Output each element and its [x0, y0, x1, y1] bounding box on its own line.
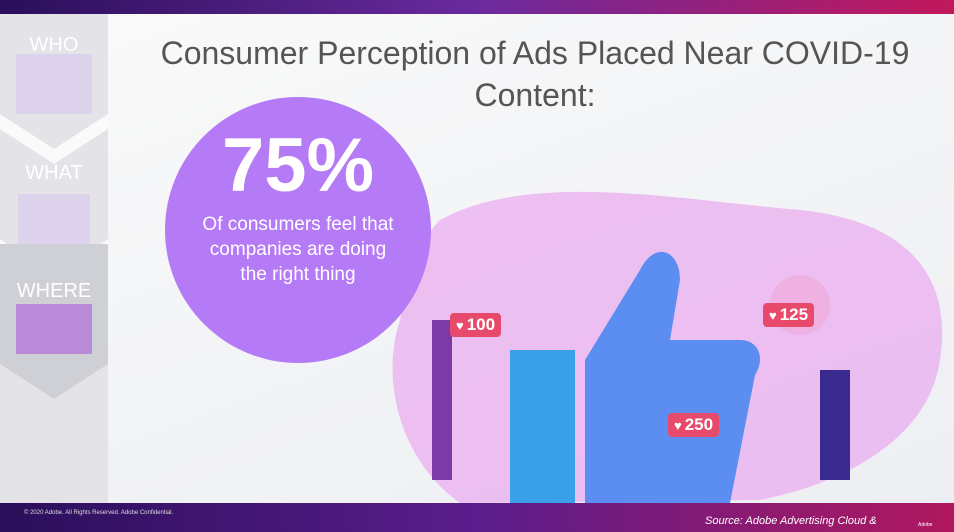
- source: Source: Adobe Advertising Cloud &: [705, 515, 877, 527]
- nav-item[interactable]: WHO: [29, 34, 79, 56]
- like-badge: 250: [668, 413, 720, 437]
- bottom-bar: [0, 503, 954, 532]
- logo: Adobe: [918, 522, 933, 528]
- sidebar: [0, 14, 108, 503]
- stat-circle: [165, 97, 431, 363]
- title: Consumer Perception of Ads Placed Near C…: [160, 35, 910, 113]
- chevrons: [0, 54, 108, 399]
- stat-value: 75%: [221, 123, 375, 208]
- nav-item[interactable]: WHAT: [25, 162, 83, 184]
- nav-item[interactable]: WHERE: [16, 280, 92, 302]
- illustration: [392, 191, 943, 503]
- footer: © 2020 Adobe. All Rights Reserved. Adobe…: [24, 510, 174, 516]
- top-bar: [0, 0, 954, 14]
- like-badge: 125: [763, 303, 815, 327]
- like-badge: 100: [450, 313, 502, 337]
- stat-caption: Of consumers feel that companies are doi…: [202, 214, 394, 285]
